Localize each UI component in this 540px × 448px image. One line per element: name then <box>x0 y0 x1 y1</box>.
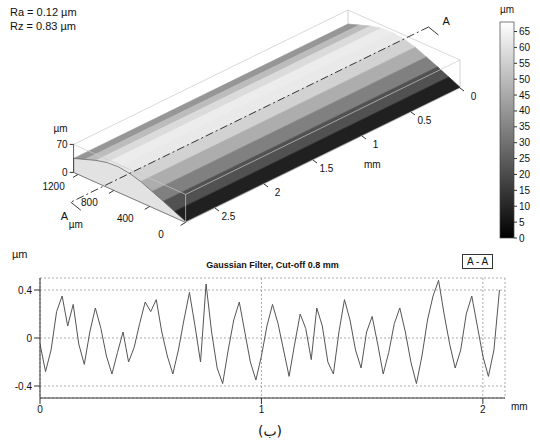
svg-text:25: 25 <box>519 153 531 164</box>
svg-text:50: 50 <box>519 74 531 85</box>
svg-text:60: 60 <box>519 42 531 53</box>
svg-text:10: 10 <box>519 201 531 212</box>
svg-text:Rz = 0.83 µm: Rz = 0.83 µm <box>10 20 76 32</box>
svg-text:0: 0 <box>158 229 164 240</box>
svg-text:45: 45 <box>519 90 531 101</box>
svg-text:0: 0 <box>62 167 68 178</box>
svg-text:0.5: 0.5 <box>417 115 431 126</box>
svg-text:2: 2 <box>275 187 281 198</box>
svg-text:800: 800 <box>81 197 98 208</box>
html-text:mm: mm <box>511 401 528 412</box>
svg-text:35: 35 <box>519 121 531 132</box>
html-text:(ب): (ب) <box>257 423 283 439</box>
svg-text:2: 2 <box>480 404 486 415</box>
svg-text:A: A <box>443 15 451 27</box>
svg-text:30: 30 <box>519 137 531 148</box>
svg-text:µm: µm <box>54 123 68 134</box>
svg-text:mm: mm <box>364 159 381 170</box>
svg-text:0: 0 <box>37 404 43 415</box>
svg-text:0: 0 <box>519 233 525 244</box>
svg-text:1: 1 <box>373 139 379 150</box>
svg-text:0.4: 0.4 <box>18 285 32 296</box>
svg-text:70: 70 <box>56 139 68 150</box>
svg-text:55: 55 <box>519 58 531 69</box>
svg-text:A: A <box>61 210 69 222</box>
svg-text:µm: µm <box>69 219 83 230</box>
svg-text:µm: µm <box>500 4 514 15</box>
svg-text:1: 1 <box>259 404 265 415</box>
svg-text:15: 15 <box>519 185 531 196</box>
svg-text:0: 0 <box>471 91 477 102</box>
svg-text:400: 400 <box>117 213 134 224</box>
svg-text:1.5: 1.5 <box>319 163 333 174</box>
svg-text:1200: 1200 <box>42 181 65 192</box>
html-text:Gaussian Filter, Cut-off 0.8 m: Gaussian Filter, Cut-off 0.8 mm <box>206 260 339 270</box>
svg-text:Ra = 0.12 µm: Ra = 0.12 µm <box>10 6 77 18</box>
html-text:A - A: A - A <box>467 256 489 267</box>
svg-text:0: 0 <box>26 333 32 344</box>
svg-text:-0.4: -0.4 <box>15 381 33 392</box>
html-text:µm: µm <box>12 248 28 260</box>
svg-text:40: 40 <box>519 105 531 116</box>
svg-text:2.5: 2.5 <box>221 211 235 222</box>
svg-text:5: 5 <box>519 217 525 228</box>
svg-text:20: 20 <box>519 169 531 180</box>
svg-text:65: 65 <box>519 26 531 37</box>
